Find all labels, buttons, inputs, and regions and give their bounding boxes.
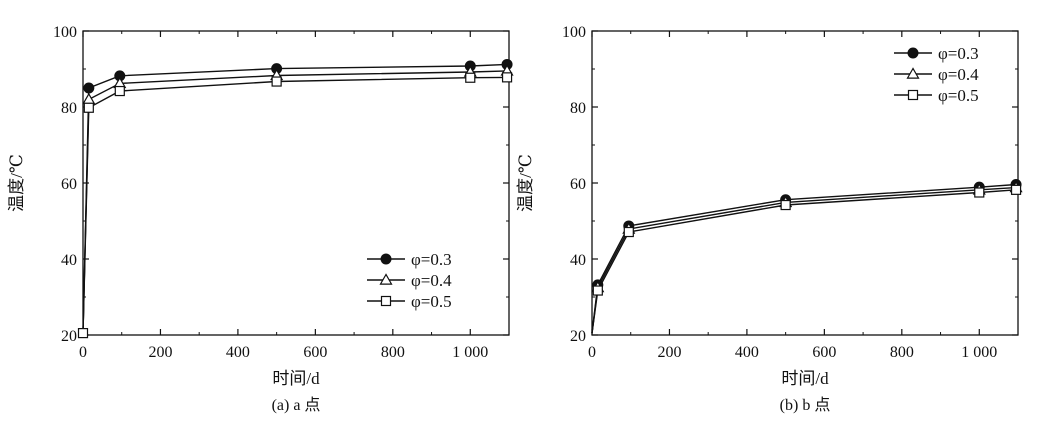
chart-caption: (b) b 点 <box>780 396 831 414</box>
series-line-2 <box>591 189 1017 334</box>
series-line-1 <box>591 186 1017 334</box>
legend-marker <box>379 273 393 285</box>
y-tick-label: 20 <box>570 328 586 345</box>
y-tick-label: 40 <box>61 252 77 269</box>
data-point <box>83 82 95 94</box>
data-point <box>77 328 89 339</box>
y-axis-label: 温度/℃ <box>516 154 535 212</box>
y-tick-label: 40 <box>570 252 586 269</box>
x-axis-label: 时间/d <box>272 369 320 388</box>
x-tick-label: 200 <box>657 344 681 361</box>
chart-panel-1: 0 200 400 600 800 1 000 20 40 60 80 100 时间/d 温度/℃ (b)… <box>516 24 1023 414</box>
legend-label: φ=0.4 <box>938 65 979 84</box>
data-point <box>83 102 94 113</box>
x-tick-label: 1 000 <box>961 344 997 361</box>
data-point <box>623 226 634 238</box>
data-point <box>465 72 476 83</box>
y-tick-label: 60 <box>570 176 586 193</box>
legend-label: φ=0.4 <box>411 271 452 290</box>
x-tick-label: 0 <box>588 344 596 361</box>
y-tick-label: 80 <box>570 100 586 117</box>
y-tick-label: 100 <box>562 24 586 41</box>
legend-label: φ=0.5 <box>938 86 979 105</box>
legend-marker <box>907 47 919 59</box>
x-tick-label: 1 000 <box>452 344 488 361</box>
legend-label: φ=0.3 <box>411 250 452 269</box>
data-point <box>82 92 96 105</box>
data-point <box>271 76 282 87</box>
x-tick-label: 600 <box>303 344 327 361</box>
y-tick-label: 60 <box>61 176 77 193</box>
legend-label: φ=0.3 <box>938 44 979 63</box>
x-tick-label: 400 <box>226 344 250 361</box>
legend-marker <box>906 67 920 79</box>
y-tick-label: 20 <box>61 328 77 345</box>
chart-caption: (a) a 点 <box>272 396 321 414</box>
legend-label: φ=0.5 <box>411 292 452 311</box>
series-line-2 <box>82 76 508 334</box>
data-point <box>780 199 791 211</box>
legend-marker <box>380 295 392 307</box>
series-line-0 <box>591 183 1017 334</box>
y-tick-label: 80 <box>61 100 77 117</box>
data-point <box>592 285 603 296</box>
data-point <box>974 187 985 198</box>
x-tick-label: 600 <box>812 344 836 361</box>
data-point <box>501 72 513 83</box>
data-point <box>1010 184 1022 195</box>
x-tick-label: 0 <box>79 344 87 361</box>
x-tick-label: 800 <box>890 344 914 361</box>
x-tick-label: 800 <box>381 344 405 361</box>
x-axis-label: 时间/d <box>781 369 829 388</box>
legend-marker <box>907 89 919 101</box>
legend-marker <box>380 253 392 265</box>
y-tick-label: 100 <box>53 24 77 41</box>
x-tick-label: 200 <box>148 344 172 361</box>
chart-panel-0: 0 200 400 600 800 1 000 20 40 60 80 100 时间/d 温度/℃ (a)… <box>7 24 514 414</box>
y-axis-label: 温度/℃ <box>7 154 26 212</box>
x-tick-label: 400 <box>735 344 759 361</box>
data-point <box>114 85 125 97</box>
